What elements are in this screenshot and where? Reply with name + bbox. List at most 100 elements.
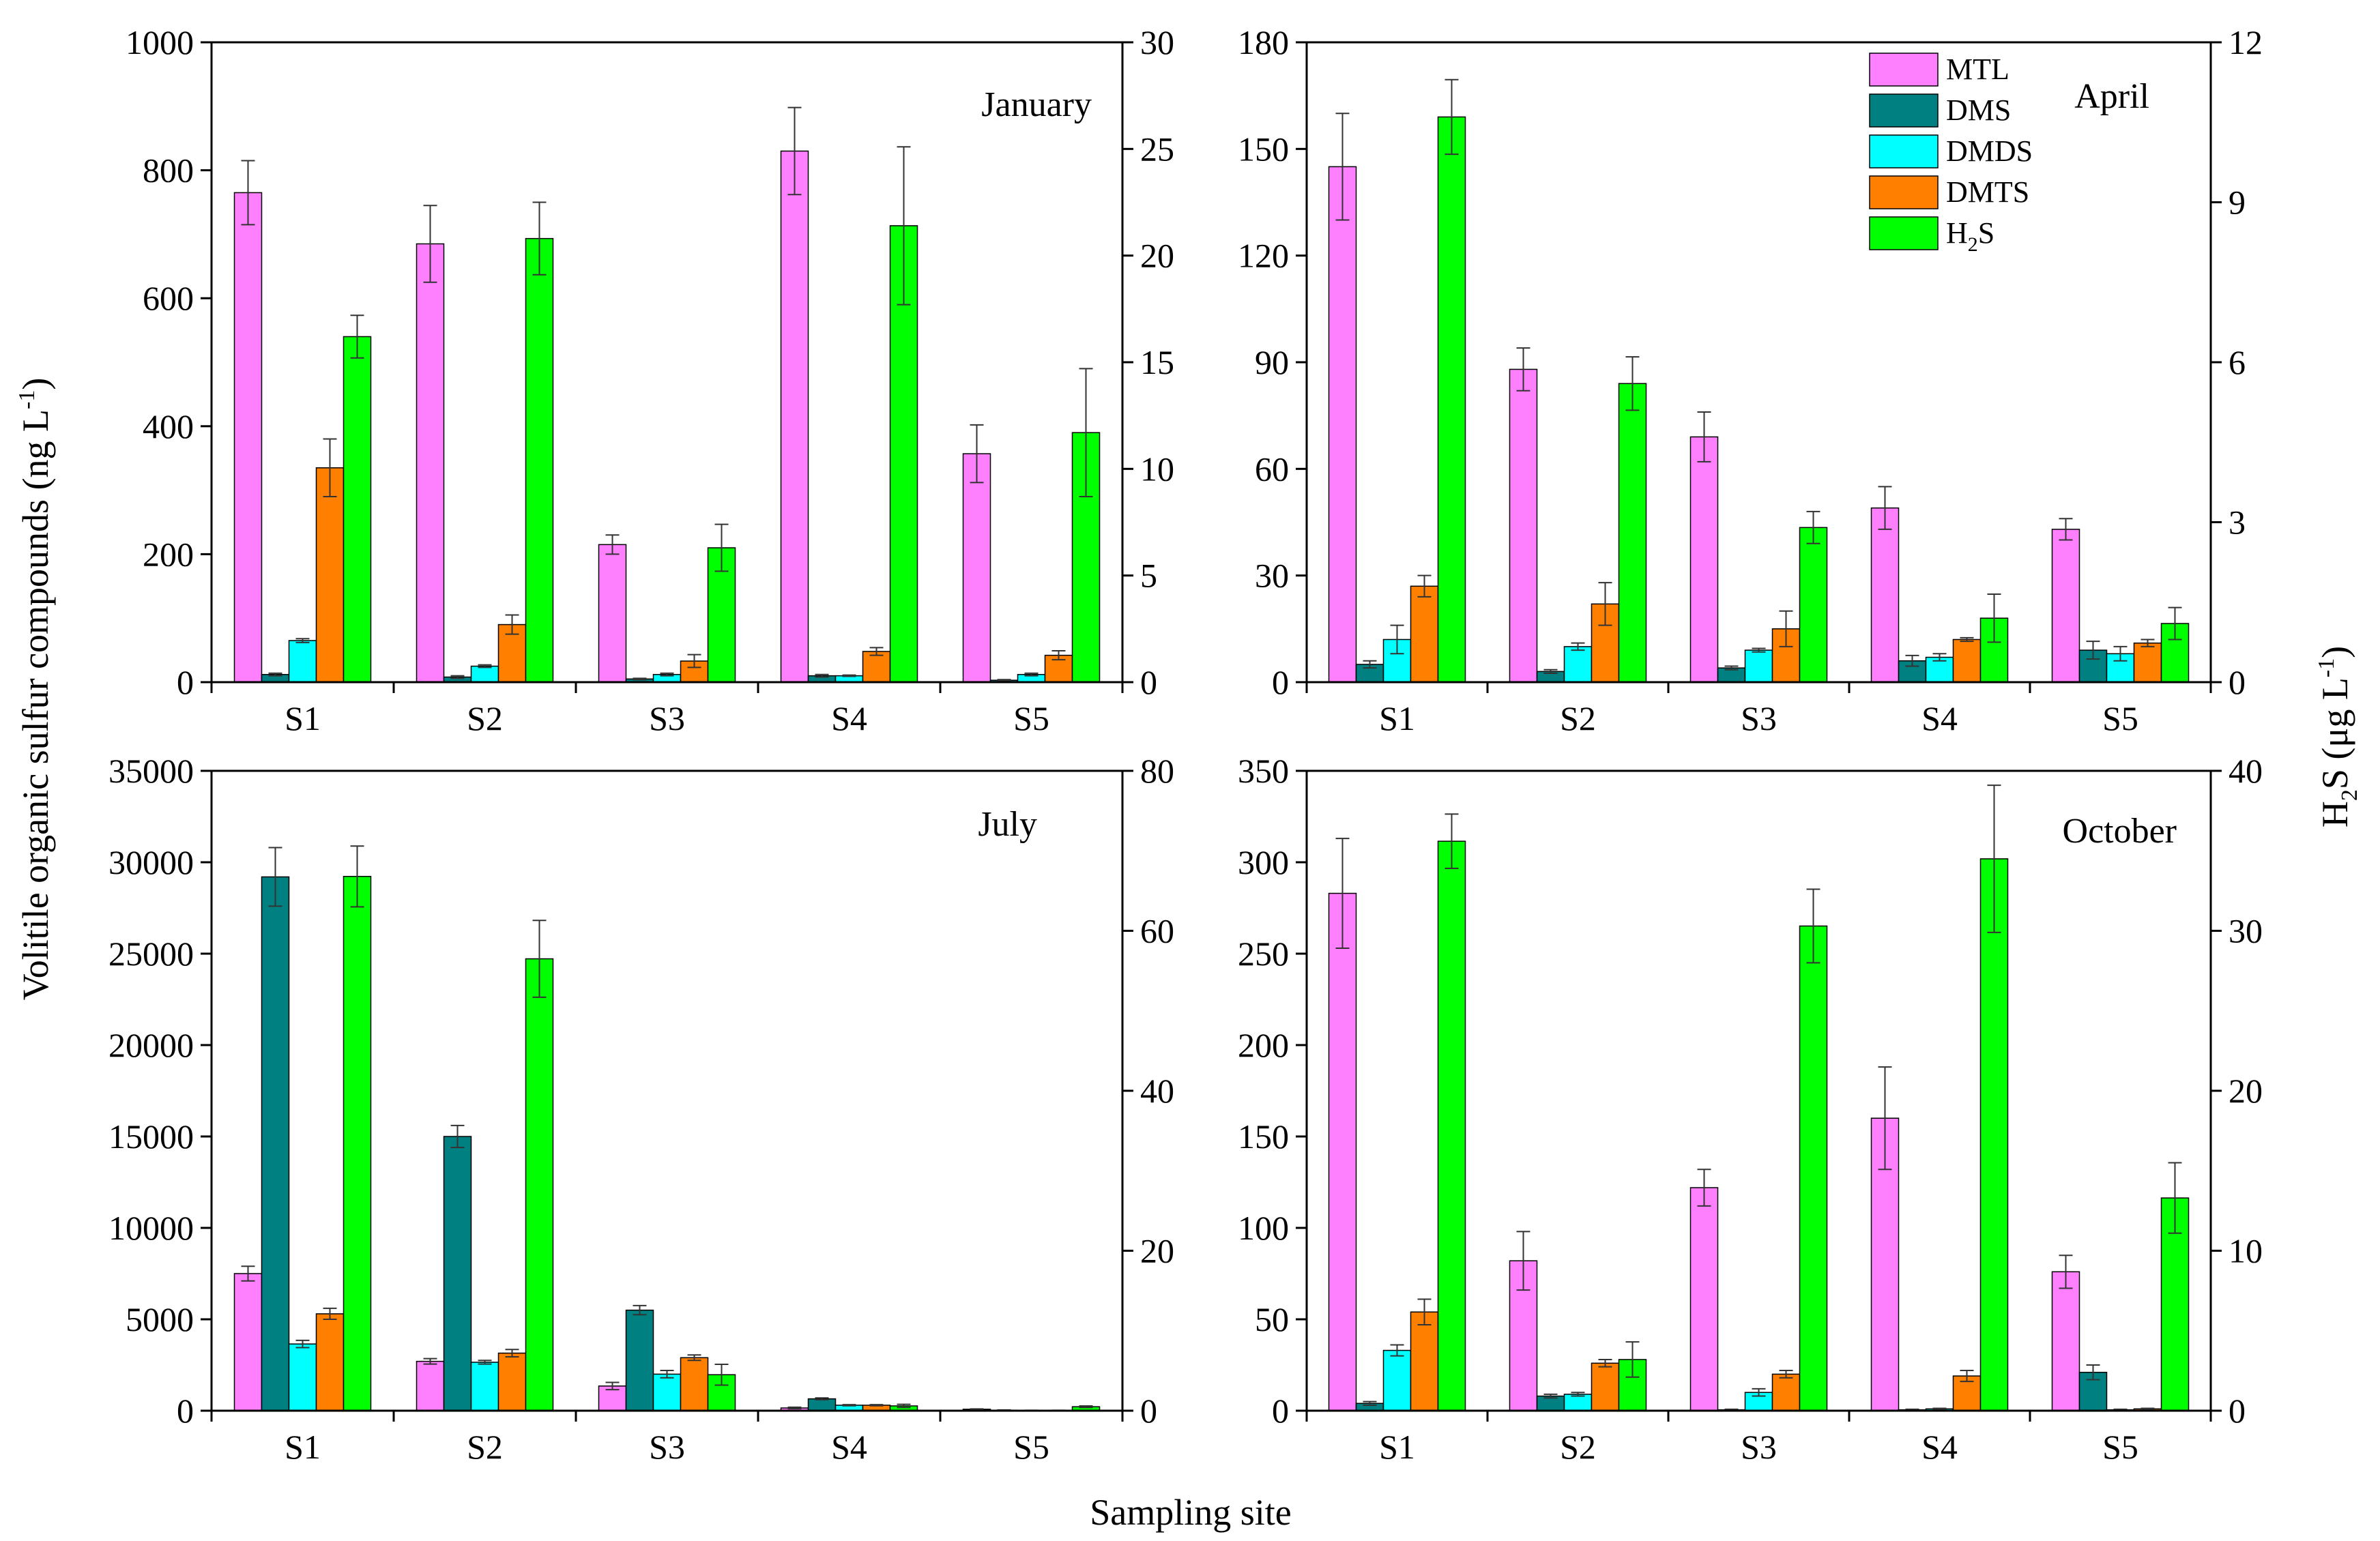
- y-right-tick-label: 5: [1140, 557, 1157, 595]
- y-left-tick-label: 250: [1238, 935, 1289, 973]
- legend-swatch: [1869, 175, 1939, 209]
- error-bar-h2s-s1: [1445, 813, 1459, 870]
- panel-title: October: [2063, 812, 2177, 851]
- bar-dmds-s3: [652, 1373, 682, 1411]
- x-tick-label-s1: S1: [1379, 699, 1415, 737]
- bar-mtl-s1: [1328, 166, 1357, 683]
- y-left-tick-label: 600: [143, 279, 194, 317]
- y-left-tick-label: 20000: [108, 1026, 194, 1064]
- legend-item-dmds: DMDS: [1869, 134, 2033, 168]
- error-bar-mtl-s3: [605, 1381, 620, 1391]
- y-right-tick-label: 10: [1140, 450, 1174, 488]
- error-bar-dmts-s1: [323, 438, 337, 497]
- error-bar-dmds-s4: [842, 1404, 856, 1407]
- error-bar-dmds-s3: [1752, 647, 1766, 653]
- legend-label: DMS: [1946, 93, 2011, 127]
- x-tick-label-s5: S5: [1013, 1428, 1049, 1466]
- y-right-tick-label: 20: [2229, 1072, 2263, 1110]
- y-left-tick-label: 300: [1238, 843, 1289, 881]
- y-right-tick-label: 40: [2229, 752, 2263, 790]
- bar-mtl-s3: [598, 544, 627, 683]
- y-left-tick-label: 0: [177, 663, 194, 701]
- x-tick-label-s1: S1: [285, 699, 321, 737]
- bar-dms-s3: [625, 1309, 654, 1411]
- error-bar-h2s-s2: [532, 920, 547, 998]
- error-bar-dmds-s1: [295, 638, 310, 643]
- error-bar-mtl-s1: [1335, 113, 1350, 221]
- error-bar-dms-s2: [1543, 1393, 1558, 1399]
- y-right-tick-label: 9: [2229, 184, 2246, 222]
- y-right-label-h: H: [2314, 801, 2355, 827]
- x-tick-label-s3: S3: [1741, 699, 1777, 737]
- error-bar-mtl-s4: [1878, 486, 1892, 530]
- error-bar-dmts-s1: [1417, 574, 1432, 598]
- error-bar-mtl-s3: [1697, 1169, 1711, 1207]
- error-bar-mtl-s1: [1335, 838, 1350, 949]
- error-bar-dmts-s3: [687, 654, 701, 669]
- error-bar-h2s-s5: [1079, 1405, 1093, 1409]
- bar-mtl-s2: [1509, 368, 1538, 683]
- error-bar-dmts-s2: [505, 614, 519, 635]
- y-left-tick-label: 150: [1238, 1117, 1289, 1156]
- bar-mtl-s2: [416, 1360, 445, 1411]
- x-tick-label-s4: S4: [1921, 699, 1958, 737]
- y-right-tick-label: 0: [2229, 1392, 2246, 1430]
- panel-title: July: [978, 805, 1037, 844]
- error-bar-dmts-s2: [1598, 1358, 1612, 1368]
- bar-dmts-s4: [862, 651, 891, 683]
- bar-dmds-s2: [470, 1362, 499, 1411]
- x-tick-label-s2: S2: [467, 699, 503, 737]
- legend-item-dmts: DMTS: [1869, 175, 2029, 209]
- error-bar-dmts-s5: [1051, 650, 1066, 661]
- error-bar-mtl-s2: [1516, 347, 1530, 392]
- error-bar-dmds-s1: [1390, 1344, 1404, 1357]
- y-right-tick-label: 40: [1140, 1072, 1174, 1110]
- y-right-tick-label: 10: [2229, 1232, 2263, 1270]
- bar-mtl-s3: [1689, 1187, 1719, 1411]
- chart-panel-january: 0 200 400 600 800 1000 0 5 10 15 20 25 30 S1 S2 S3 S4 S5 J…: [126, 23, 1174, 737]
- y-left-label-sup: -1: [14, 390, 40, 409]
- bar-mtl-s5: [2051, 529, 2080, 683]
- x-tick-label-s5: S5: [2102, 1428, 2138, 1466]
- error-bar-mtl-s1: [241, 1265, 255, 1282]
- x-tick-label-s3: S3: [1741, 1428, 1777, 1466]
- y-right-axis-label: H2S (μg L-1): [2314, 646, 2362, 827]
- error-bar-dms-s1: [268, 847, 282, 907]
- legend-item-mtl: MTL: [1869, 53, 2009, 87]
- error-bar-h2s-s4: [1987, 593, 2001, 643]
- bar-dmts-s3: [680, 1357, 709, 1411]
- bar-mtl-s1: [233, 192, 263, 683]
- panel-title: April: [2074, 77, 2149, 116]
- bar-dmds-s2: [470, 665, 499, 683]
- error-bar-dmds-s2: [478, 1360, 492, 1365]
- legend-swatch: [1869, 216, 1939, 250]
- y-right-tick-label: 12: [2229, 23, 2263, 61]
- bar-dmds-s2: [1563, 646, 1593, 683]
- bar-dmts-s5: [2133, 642, 2162, 683]
- error-bar-dms-s4: [815, 1397, 829, 1400]
- error-bar-dmds-s4: [1932, 653, 1947, 662]
- y-left-tick-label: 25000: [108, 935, 194, 973]
- y-right-label-sub: 2: [2337, 789, 2362, 801]
- y-right-tick-label: 3: [2229, 503, 2246, 542]
- bar-h2s-s2: [1618, 383, 1647, 683]
- error-bar-dmts-s2: [1598, 582, 1612, 626]
- error-bar-dmts-s5: [2140, 639, 2155, 647]
- y-right-tick-label: 80: [1140, 752, 1174, 790]
- y-right-tick-label: 20: [1140, 1232, 1174, 1270]
- error-bar-dmds-s1: [1390, 624, 1404, 655]
- bar-dmts-s3: [1771, 1373, 1801, 1411]
- chart-panel-april: 0 30 60 90 120 150 180 0 3 6 9 12 S1 S2 S3 S4 S5 April: [1238, 23, 2263, 737]
- legend-label: DMDS: [1946, 134, 2033, 168]
- y-right-tick-label: 25: [1140, 130, 1174, 168]
- error-bar-dmds-s2: [1571, 642, 1585, 651]
- error-bar-dms-s1: [268, 672, 282, 677]
- error-bar-dmts-s4: [1960, 1370, 1974, 1383]
- error-bar-h2s-s5: [1079, 368, 1093, 497]
- bar-dms-s4: [807, 1398, 837, 1411]
- error-bar-dmts-s1: [323, 1307, 337, 1320]
- error-bar-dms-s1: [1363, 1400, 1377, 1406]
- bar-dmts-s1: [315, 467, 345, 683]
- bar-h2s-s1: [1437, 840, 1466, 1411]
